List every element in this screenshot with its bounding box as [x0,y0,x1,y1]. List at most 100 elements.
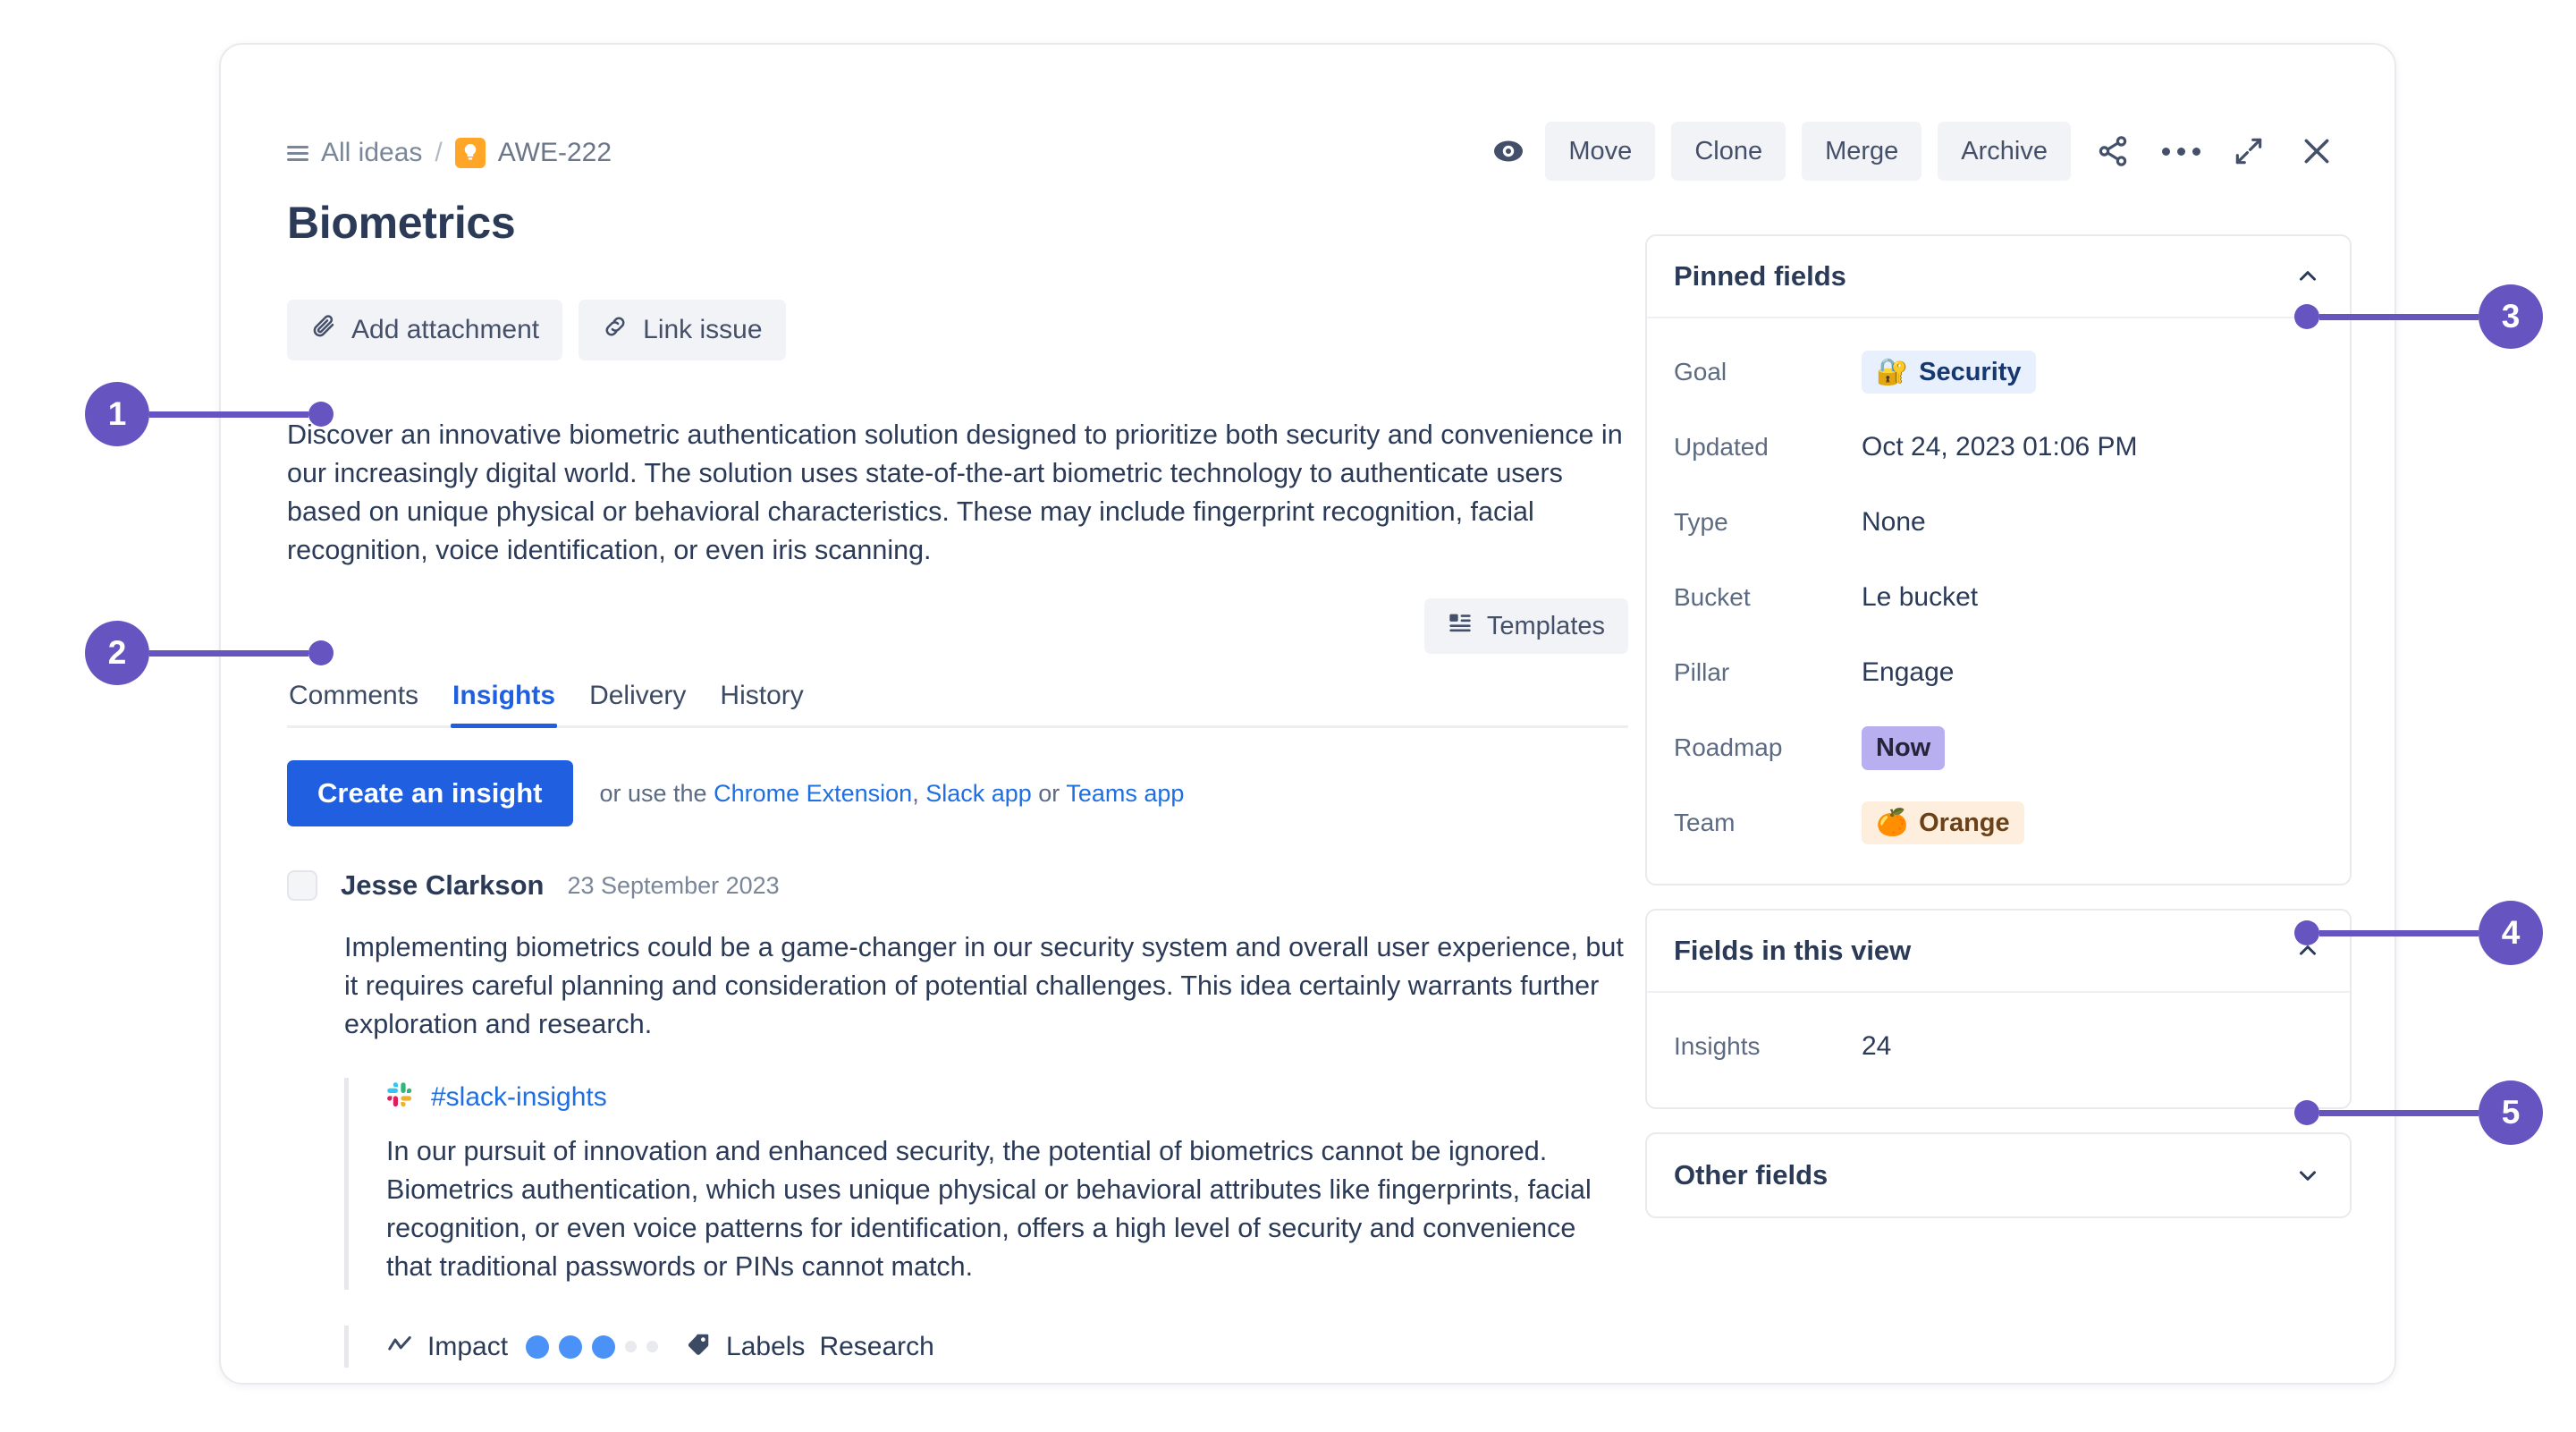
breadcrumb: All ideas / AWE-222 [287,138,612,168]
insight-author: Jesse Clarkson [341,869,545,901]
type-value[interactable]: None [1862,507,1926,537]
insight-checkbox[interactable] [287,870,317,901]
hint-or: or [1031,779,1067,807]
ellipsis-icon[interactable] [2155,125,2207,177]
fields-in-this-view-header[interactable]: Fields in this view [1647,911,2350,993]
annotation-line [149,411,308,418]
add-attachment-button[interactable]: Add attachment [287,300,563,360]
field-row-updated: Updated Oct 24, 2023 01:06 PM [1674,410,2323,485]
tab-history[interactable]: History [718,681,805,725]
slack-app-link[interactable]: Slack app [925,779,1032,807]
merge-button[interactable]: Merge [1802,122,1922,181]
share-icon[interactable] [2087,125,2139,177]
annotation-marker-4: 4 [2294,901,2543,965]
move-button[interactable]: Move [1545,122,1656,181]
insight-meta-row: Impact Labels Research [344,1326,1623,1368]
modal-header: All ideas / AWE-222 Biometrics Move Clon… [221,45,2394,248]
slack-channel-link[interactable]: #slack-insights [431,1081,607,1112]
lock-emoji: 🔐 [1876,358,1909,386]
field-label: Updated [1674,433,1769,461]
field-label: Insights [1674,1032,1761,1060]
teams-app-link[interactable]: Teams app [1066,779,1185,807]
templates-icon [1448,610,1473,642]
chrome-extension-link[interactable]: Chrome Extension [714,779,913,807]
idea-detail-modal: All ideas / AWE-222 Biometrics Move Clon… [219,43,2396,1385]
templates-label: Templates [1486,611,1605,640]
chevron-up-icon[interactable] [2293,936,2323,966]
orange-emoji: 🍊 [1876,809,1909,837]
link-icon [602,313,629,347]
main-content: Add attachment Link issue Discover an in… [287,300,1664,1368]
templates-button[interactable]: Templates [1423,598,1628,654]
chevron-up-icon[interactable] [2293,261,2323,292]
link-issue-label: Link issue [643,315,763,344]
other-fields-panel: Other fields [1645,1132,2352,1218]
pinned-fields-panel: Pinned fields Goal 🔐 Security Updat [1645,234,2352,885]
collapse-arrows-icon[interactable] [2223,125,2275,177]
insight-item: Jesse Clarkson 23 September 2023 Impleme… [287,869,1664,1368]
team-chip[interactable]: 🍊 Orange [1862,801,2024,844]
insight-date: 23 September 2023 [567,871,780,899]
create-insight-button[interactable]: Create an insight [287,760,573,826]
other-fields-title: Other fields [1674,1159,1829,1191]
impact-group[interactable]: Impact [386,1331,659,1362]
insight-header: Jesse Clarkson 23 September 2023 [287,869,1664,902]
breadcrumb-all-ideas[interactable]: All ideas [321,138,423,167]
breadcrumb-issue-key[interactable]: AWE-222 [497,138,612,167]
fields-in-this-view-title: Fields in this view [1674,935,1912,966]
insight-sources-hint: or use the Chrome Extension, Slack app o… [600,780,1185,808]
link-issue-button[interactable]: Link issue [579,300,786,360]
field-row-type: Type None [1674,485,2323,560]
description-text: Discover an innovative biometric authent… [287,419,1623,565]
pinned-fields-header[interactable]: Pinned fields [1647,236,2350,318]
quote-text: In our pursuit of innovation and enhance… [386,1136,1592,1282]
labels-value: Research [819,1331,934,1361]
annotation-endpoint [308,640,334,665]
pinned-fields-title: Pinned fields [1674,260,1846,292]
archive-button[interactable]: Archive [1938,122,2071,181]
annotation-marker-2: 2 [85,621,334,685]
annotation-number: 4 [2479,901,2543,965]
create-insight-row: Create an insight or use the Chrome Exte… [287,760,1664,826]
annotation-line [149,649,308,657]
bucket-value[interactable]: Le bucket [1862,582,1979,612]
field-label: Goal [1674,358,1727,386]
breadcrumb-separator: / [435,138,443,167]
eye-icon[interactable] [1488,131,1529,172]
pillar-value[interactable]: Engage [1862,657,1955,687]
tab-comments[interactable]: Comments [287,681,420,725]
annotation-line [2319,1109,2479,1116]
fields-in-this-view-body: Insights 24 [1647,993,2350,1107]
annotation-endpoint [2294,304,2319,329]
fields-in-this-view-panel: Fields in this view Insights 24 [1645,909,2352,1109]
other-fields-header[interactable]: Other fields [1647,1134,2350,1216]
goal-chip[interactable]: 🔐 Security [1862,351,2036,394]
annotation-number: 1 [85,382,149,446]
roadmap-badge[interactable]: Now [1862,725,1946,770]
field-label: Team [1674,809,1736,836]
team-value: Orange [1919,808,2010,837]
annotation-number: 2 [85,621,149,685]
chevron-down-icon[interactable] [2293,1160,2323,1191]
field-row-insights: Insights 24 [1674,1009,2323,1084]
annotation-marker-5: 5 [2294,1080,2543,1145]
close-icon[interactable] [2291,125,2343,177]
quote-source-row: #slack-insights [386,1081,1623,1113]
sidebar-panels: Pinned fields Goal 🔐 Security Updat [1645,234,2352,1241]
page-title: Biometrics [287,198,516,248]
templates-row: Templates [287,598,1628,654]
tag-icon [685,1331,712,1362]
impact-rating[interactable] [526,1335,659,1359]
field-label: Pillar [1674,658,1730,686]
tab-delivery[interactable]: Delivery [587,681,688,725]
annotation-marker-3: 3 [2294,284,2543,349]
list-icon [287,145,308,161]
labels-group[interactable]: Labels Research [685,1331,934,1362]
clone-button[interactable]: Clone [1671,122,1786,181]
header-toolbar: Move Clone Merge Archive [1488,122,2343,181]
slack-icon [386,1081,413,1113]
tab-insights[interactable]: Insights [451,681,558,728]
field-row-bucket: Bucket Le bucket [1674,560,2323,635]
field-label: Roadmap [1674,733,1783,761]
